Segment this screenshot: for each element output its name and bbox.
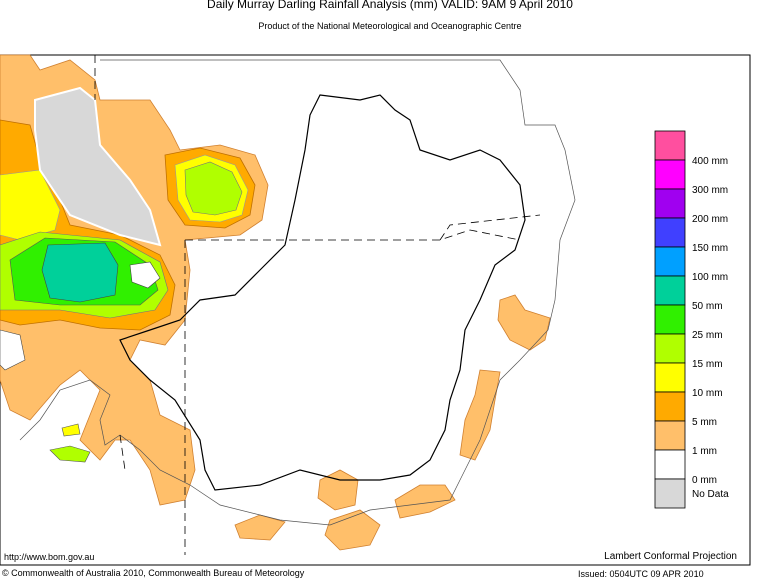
- legend-swatch: [654, 333, 686, 364]
- legend-swatch: [654, 159, 686, 190]
- issued: Issued: 0504UTC 09 APR 2010: [578, 569, 704, 579]
- legend-swatch: [654, 362, 686, 393]
- coastline: [19, 59, 576, 526]
- no-data-area: [34, 86, 162, 247]
- legend-swatch: [654, 449, 686, 480]
- basin-outline: [119, 94, 526, 491]
- title: Daily Murray Darling Rainfall Analysis (…: [207, 0, 573, 11]
- copyright: © Commonwealth of Australia 2010, Common…: [2, 568, 305, 578]
- legend-swatch: [654, 130, 686, 161]
- state-border: [94, 55, 541, 555]
- url: http://www.bom.gov.au: [4, 552, 94, 562]
- legend-label: 200 mm: [692, 214, 728, 225]
- rain-15mm: [184, 161, 243, 216]
- legend-label: 300 mm: [692, 185, 728, 196]
- legend-swatch: [654, 478, 686, 509]
- legend-swatch: [654, 420, 686, 451]
- rain-15mm: [49, 445, 91, 463]
- legend: 400 mm 300 mm 200 mm 150 mm 100 mm 50 mm 25 mm…: [654, 130, 729, 509]
- legend-swatch: [654, 188, 686, 219]
- projection: Lambert Conformal Projection: [604, 551, 737, 562]
- legend-label: 150 mm: [692, 243, 728, 254]
- legend-label: 0 mm: [692, 475, 717, 486]
- legend-swatch: [654, 246, 686, 277]
- legend-label: 15 mm: [692, 359, 723, 370]
- legend-label: 50 mm: [692, 301, 723, 312]
- legend-swatch: [654, 391, 686, 422]
- rain-10mm: [61, 423, 81, 437]
- map-area: [0, 54, 751, 566]
- legend-swatch: [654, 217, 686, 248]
- rain-50mm: [41, 242, 119, 303]
- rain-0mm: [129, 261, 161, 289]
- legend-label: No Data: [692, 489, 729, 500]
- legend-label: 10 mm: [692, 388, 723, 399]
- legend-label: 25 mm: [692, 330, 723, 341]
- legend-swatch: [654, 304, 686, 335]
- subtitle: Product of the National Meteorological a…: [258, 21, 521, 31]
- legend-label: 400 mm: [692, 156, 728, 167]
- legend-swatch: [654, 275, 686, 306]
- legend-label: 1 mm: [692, 446, 717, 457]
- legend-label: 5 mm: [692, 417, 717, 428]
- legend-label: 100 mm: [692, 272, 728, 283]
- rain-0mm: [0, 329, 26, 371]
